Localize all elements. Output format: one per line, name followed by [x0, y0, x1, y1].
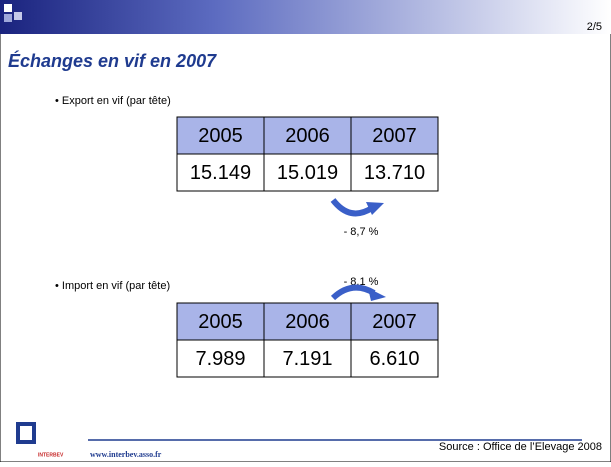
- value-cell: [176, 339, 265, 378]
- arrow-head: [366, 202, 384, 215]
- table: 2005 15.149 2006 15.019 2007 13.710: [176, 116, 439, 192]
- logo: [20, 426, 32, 440]
- header-square: [4, 4, 12, 12]
- value-text: 7.989: [195, 348, 245, 370]
- value-text: 15.019: [277, 162, 338, 184]
- header-cell: [176, 302, 265, 341]
- value-cell: [263, 153, 352, 192]
- section-label: • Export en vif (par tête): [55, 95, 171, 107]
- section-label: • Import en vif (par tête): [55, 280, 170, 292]
- header-cell: [350, 116, 439, 155]
- value-text: 6.610: [369, 348, 419, 370]
- value-text: 15.149: [190, 162, 251, 184]
- footer-url: www.interbev.asso.fr: [90, 450, 162, 459]
- header-text: 2007: [372, 311, 417, 333]
- header-bar: [0, 0, 611, 34]
- logo-text: INTERBEV: [38, 452, 64, 458]
- header-cell: [263, 302, 352, 341]
- value-text: 7.191: [282, 348, 332, 370]
- change-label: - 8,7 %: [344, 226, 379, 238]
- header-text: 2006: [285, 311, 330, 333]
- header-text: 2005: [198, 311, 243, 333]
- header-cell: [350, 302, 439, 341]
- page-number: 2/5: [587, 21, 602, 33]
- arrow-head: [368, 288, 386, 301]
- value-cell: [350, 339, 439, 378]
- arrow: [330, 198, 374, 217]
- value-cell: [350, 153, 439, 192]
- table: 2005 7.989 2006 7.191 2007 6.610: [176, 302, 439, 378]
- header-square: [4, 14, 12, 22]
- header-text: 2005: [198, 125, 243, 147]
- header-cell: [176, 116, 265, 155]
- slide-title: Échanges en vif en 2007: [8, 50, 217, 71]
- header-square: [14, 12, 22, 20]
- value-text: 13.710: [364, 162, 425, 184]
- footer-source: Source : Office de l’Elevage 2008: [439, 441, 602, 453]
- header-cell: [263, 116, 352, 155]
- header-text: 2007: [372, 125, 417, 147]
- header-text: 2006: [285, 125, 330, 147]
